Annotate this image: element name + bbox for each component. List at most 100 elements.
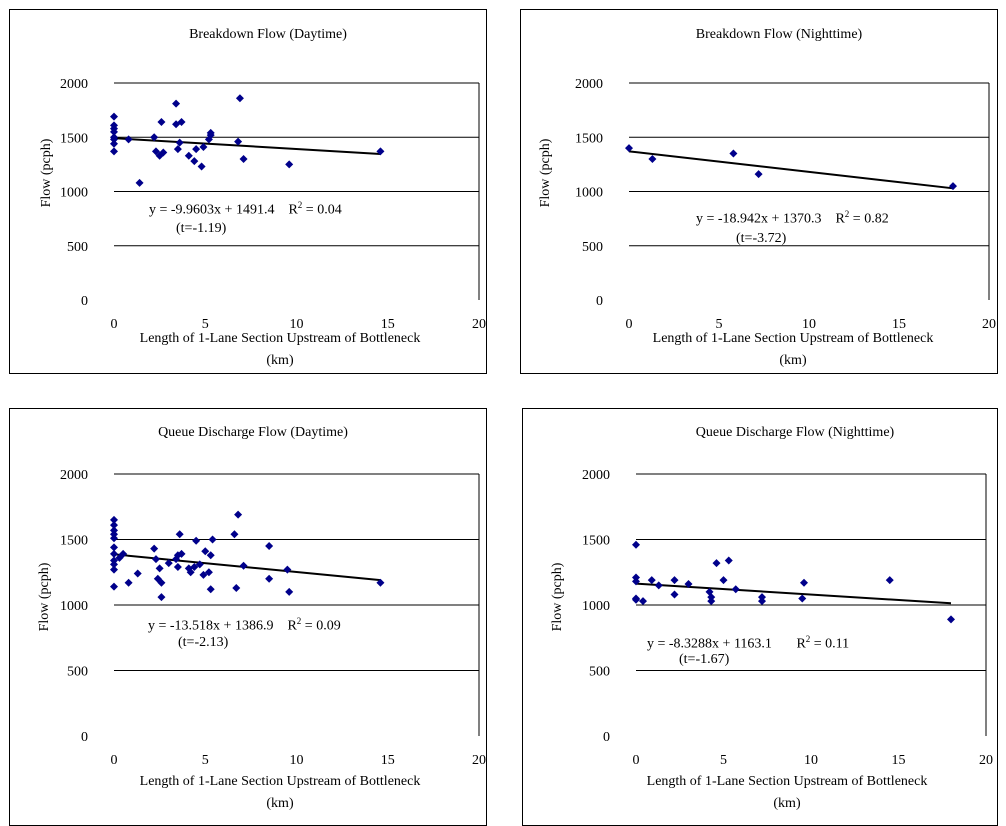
r-squared-value: = 0.82 [849, 211, 889, 227]
y-tick-label: 0 [596, 294, 603, 309]
x-tick-label: 0 [626, 317, 633, 332]
data-point [206, 128, 215, 137]
x-axis-label: Length of 1-Lane Section Upstream of Bot… [100, 328, 460, 371]
data-point [110, 139, 118, 148]
data-point [150, 544, 159, 553]
y-tick-label: 500 [67, 240, 88, 255]
y-tick-label: 2000 [575, 77, 603, 92]
data-point [195, 560, 204, 569]
x-tick-label: 5 [716, 317, 723, 332]
x-axis-label-line2: (km) [266, 352, 294, 368]
scatter-plot: 0 500 1000 1500 2000 0 5 10 15 20 [60, 77, 486, 332]
data-point [110, 534, 118, 543]
scatter-plot: 0 500 1000 1500 2000 0 5 10 15 20 [575, 77, 996, 332]
data-point [632, 540, 640, 549]
data-point [670, 590, 679, 599]
y-tick-label: 500 [589, 665, 610, 680]
data-point [639, 597, 647, 606]
x-axis-label: Length of 1-Lane Section Upstream of Bot… [607, 771, 967, 814]
t-statistic: (t=-1.19) [176, 221, 227, 236]
y-tick-label: 1000 [575, 186, 603, 201]
x-tick-label: 20 [979, 753, 993, 768]
x-tick-label: 10 [804, 753, 818, 768]
y-tick-label: 1000 [60, 186, 88, 201]
equation-text: y = -18.942x + 1370.3 [696, 211, 822, 227]
data-point [192, 145, 201, 154]
data-point [632, 595, 640, 604]
data-point [133, 569, 142, 578]
x-axis-label-line2: (km) [266, 795, 294, 811]
scatter-plot: 0 500 1000 1500 2000 0 5 10 15 20 [582, 468, 993, 768]
data-point [654, 581, 663, 590]
x-tick-label: 10 [290, 753, 304, 768]
chart-panel-breakdown-nighttime: Breakdown Flow (Nighttime) Flow (pcph) 0… [520, 9, 998, 374]
data-point [110, 543, 118, 552]
y-tick-label: 1500 [60, 131, 88, 146]
regression-equation: y = -9.9603x + 1491.4 R2 = 0.04 [149, 200, 342, 219]
data-point [885, 576, 894, 585]
data-point [175, 138, 184, 147]
x-tick-label: 5 [720, 753, 727, 768]
data-point [172, 99, 181, 108]
equation-text: y = -9.9603x + 1491.4 [149, 202, 275, 218]
x-tick-label: 10 [802, 317, 816, 332]
x-tick-label: 0 [633, 753, 640, 768]
data-point [707, 597, 716, 606]
data-point [234, 510, 243, 519]
data-point [712, 559, 721, 568]
x-tick-label: 0 [111, 317, 118, 332]
data-point [724, 556, 733, 565]
data-point [265, 542, 274, 551]
r-squared-value: = 0.11 [810, 636, 850, 652]
x-axis-label: Length of 1-Lane Section Upstream of Bot… [613, 328, 973, 371]
trend-line [635, 582, 952, 605]
data-point [115, 553, 124, 562]
x-axis-label-line1: Length of 1-Lane Section Upstream of Bot… [652, 331, 934, 346]
data-point [199, 570, 208, 579]
data-point [376, 147, 385, 156]
y-tick-label: 1000 [60, 599, 88, 614]
data-point [110, 135, 118, 144]
r-squared-label: R [835, 211, 845, 227]
x-tick-label: 15 [381, 317, 395, 332]
r-squared-superscript: 2 [805, 634, 811, 644]
data-point [184, 151, 193, 160]
x-tick-label: 0 [111, 753, 118, 768]
data-point [173, 145, 182, 154]
data-point [173, 563, 182, 572]
chart-title: Breakdown Flow (Daytime) [189, 27, 347, 42]
r-squared-superscript: 2 [296, 616, 302, 626]
regression-equation: y = -18.942x + 1370.3 R2 = 0.82 [696, 209, 889, 228]
data-point [190, 563, 199, 572]
x-tick-label: 5 [202, 317, 209, 332]
data-point [283, 565, 292, 574]
y-tick-label: 2000 [60, 77, 88, 92]
data-point [234, 137, 243, 146]
y-tick-label: 2000 [60, 468, 88, 483]
data-point [110, 521, 118, 530]
data-point [670, 576, 679, 585]
data-point [110, 515, 118, 524]
data-point [201, 547, 210, 556]
x-axis-label-line1: Length of 1-Lane Section Upstream of Bot… [139, 331, 421, 346]
chart-panel-queue-discharge-daytime: Queue Discharge Flow (Daytime) Flow (pcp… [9, 408, 487, 826]
data-point [705, 587, 714, 596]
y-tick-label: 0 [81, 730, 88, 745]
data-point [230, 530, 239, 539]
x-tick-label: 10 [290, 317, 304, 332]
x-tick-label: 15 [381, 753, 395, 768]
data-point [119, 549, 128, 558]
data-point [151, 555, 160, 564]
y-tick-label: 1500 [582, 534, 610, 549]
data-point [110, 549, 118, 558]
data-point [159, 148, 168, 157]
data-point [150, 133, 159, 142]
data-point [157, 118, 166, 127]
data-point [684, 580, 693, 589]
r-squared-value: = 0.09 [301, 618, 341, 634]
data-point [110, 127, 118, 136]
data-point [648, 154, 657, 163]
r-squared-superscript: 2 [844, 209, 850, 219]
data-point [110, 560, 118, 569]
data-point [625, 144, 633, 153]
